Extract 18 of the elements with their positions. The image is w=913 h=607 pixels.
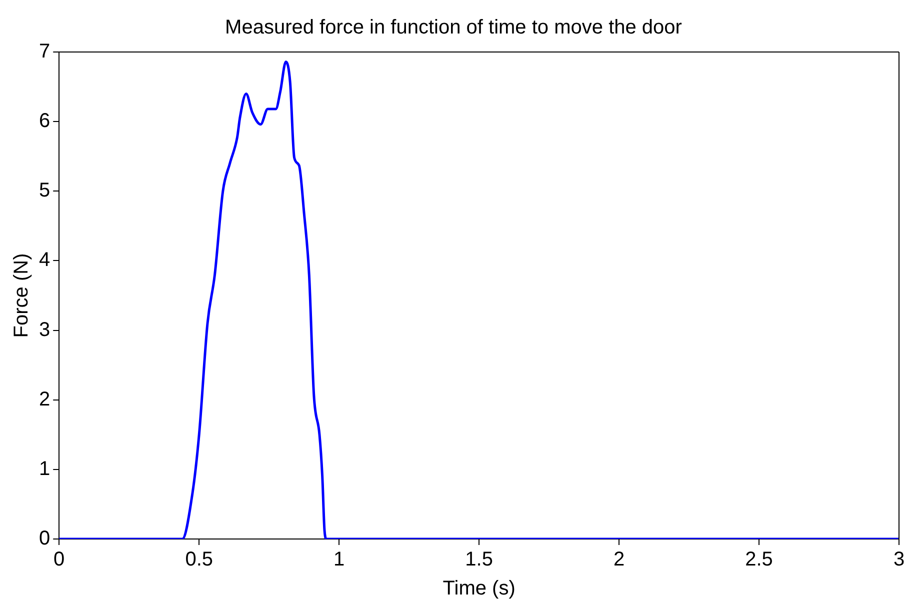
y-tick-label: 5: [39, 180, 50, 202]
x-tick-label: 3: [893, 548, 905, 571]
chart-title: Measured force in function of time to move the door: [225, 16, 682, 39]
y-tick-label: 3: [39, 318, 50, 341]
x-tick-label: 1.5: [465, 548, 493, 571]
y-tick-label: 2: [39, 388, 50, 410]
y-tick-label: 7: [39, 40, 50, 63]
x-tick-label: 2: [613, 548, 625, 571]
y-tick-label: 4: [39, 249, 50, 272]
y-tick-label: 1: [39, 458, 50, 480]
x-tick-label: 0.5: [185, 548, 214, 571]
y-tick-label: 0: [39, 528, 50, 550]
x-axis-title: Time (s): [442, 578, 516, 600]
x-tick-label: 1: [334, 548, 345, 571]
y-tick-label: 6: [39, 110, 50, 132]
x-tick-label: 0: [54, 548, 65, 571]
y-axis-title: Force (N): [10, 253, 33, 338]
x-tick-label: 2.5: [745, 548, 773, 571]
